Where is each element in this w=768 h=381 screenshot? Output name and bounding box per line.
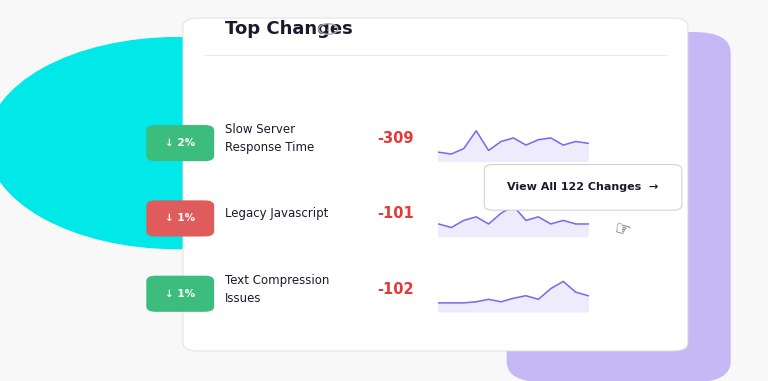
Text: ☞: ☞ — [613, 219, 633, 240]
Text: ↓ 2%: ↓ 2% — [165, 138, 195, 148]
Circle shape — [0, 38, 368, 248]
Polygon shape — [439, 131, 588, 161]
FancyBboxPatch shape — [507, 32, 730, 381]
Text: -309: -309 — [378, 131, 414, 146]
FancyBboxPatch shape — [146, 276, 214, 312]
Text: Top Changes: Top Changes — [225, 20, 353, 38]
Text: ↓ 1%: ↓ 1% — [165, 213, 195, 223]
FancyBboxPatch shape — [146, 125, 214, 161]
Text: -102: -102 — [378, 282, 415, 297]
Polygon shape — [439, 206, 588, 237]
FancyBboxPatch shape — [485, 165, 682, 210]
Text: -101: -101 — [378, 207, 415, 221]
Text: Text Compression
Issues: Text Compression Issues — [225, 274, 329, 305]
Polygon shape — [439, 282, 588, 312]
Text: ↓ 1%: ↓ 1% — [165, 289, 195, 299]
FancyBboxPatch shape — [183, 18, 688, 351]
Text: i: i — [327, 24, 329, 34]
Text: Legacy Javascript: Legacy Javascript — [225, 207, 329, 220]
FancyBboxPatch shape — [146, 200, 214, 237]
Text: View All 122 Changes  →: View All 122 Changes → — [508, 182, 659, 192]
Text: Slow Server
Response Time: Slow Server Response Time — [225, 123, 314, 154]
